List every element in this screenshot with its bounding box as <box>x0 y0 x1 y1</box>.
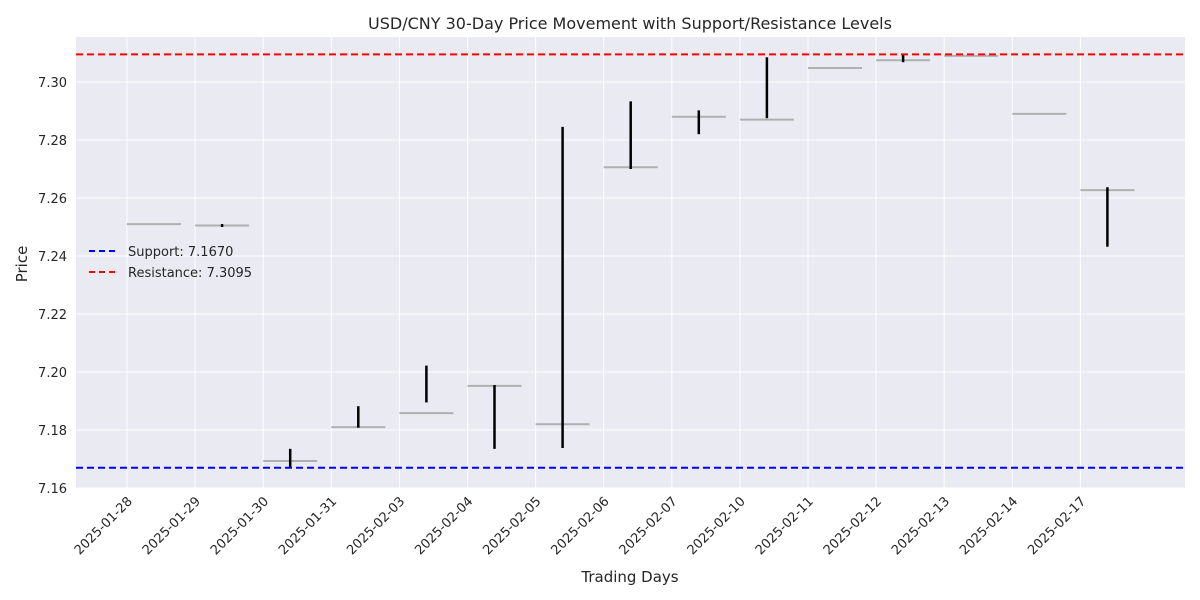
x-tick-label: 2025-02-17 <box>1025 494 1089 558</box>
y-tick-label: 7.16 <box>38 482 67 497</box>
x-tick-label: 2025-02-12 <box>821 494 885 558</box>
x-tick-label: 2025-01-30 <box>208 494 272 558</box>
x-tick-label: 2025-01-29 <box>140 494 204 558</box>
x-tick-labels: 2025-01-28 2025-01-29 2025-01-30 2025-01-31… <box>72 494 1089 558</box>
legend-support-label: Support: 7.1670 <box>128 245 233 260</box>
chart-title: USD/CNY 30-Day Price Movement with Suppo… <box>368 14 892 33</box>
x-tick-label: 2025-02-07 <box>617 494 681 558</box>
x-tick-label: 2025-01-28 <box>72 494 136 558</box>
y-tick-label: 7.24 <box>38 250 67 265</box>
marks-layer <box>127 54 1135 468</box>
y-axis-label: Price <box>13 246 31 283</box>
y-tick-labels: 7.16 7.18 7.20 7.22 7.24 7.26 7.28 7.30 <box>38 76 67 497</box>
x-tick-label: 2025-01-31 <box>276 494 340 558</box>
x-tick-label: 2025-02-11 <box>753 494 817 558</box>
x-tick-label: 2025-02-06 <box>548 494 612 558</box>
x-tick-label: 2025-02-05 <box>480 494 544 558</box>
x-tick-label: 2025-02-04 <box>412 494 476 558</box>
x-axis-label: Trading Days <box>580 568 678 586</box>
y-tick-label: 7.20 <box>38 366 67 381</box>
reference-lines <box>76 53 1185 469</box>
y-tick-label: 7.18 <box>38 424 67 439</box>
legend-resistance-label: Resistance: 7.3095 <box>128 266 252 281</box>
x-tick-label: 2025-02-13 <box>889 494 953 558</box>
x-tick-label: 2025-02-10 <box>685 494 749 558</box>
y-tick-label: 7.22 <box>38 308 67 323</box>
y-tick-label: 7.26 <box>38 192 67 207</box>
y-tick-label: 7.30 <box>38 76 67 91</box>
grid-layer <box>76 37 1185 489</box>
x-tick-label: 2025-02-14 <box>957 494 1021 558</box>
x-tick-label: 2025-02-03 <box>344 494 408 558</box>
legend: Support: 7.1670 Resistance: 7.3095 <box>89 245 252 281</box>
y-tick-label: 7.28 <box>38 134 67 149</box>
